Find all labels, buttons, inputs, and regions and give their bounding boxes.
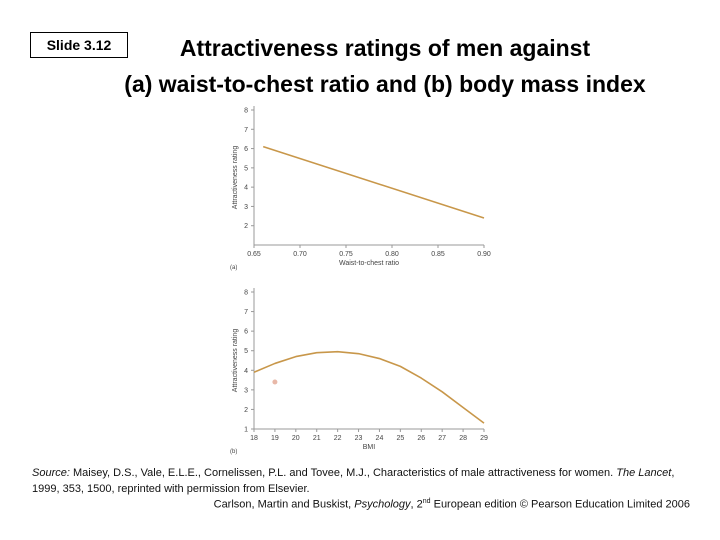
x-tick-label: 22 — [334, 435, 342, 442]
x-tick-label: 19 — [271, 435, 279, 442]
x-tick-label: 0.85 — [431, 251, 445, 258]
y-tick-label: 5 — [244, 348, 248, 355]
x-tick-label: 27 — [438, 435, 446, 442]
x-tick-label: 25 — [396, 435, 404, 442]
y-tick-label: 2 — [244, 223, 248, 230]
y-tick-label: 4 — [244, 368, 248, 375]
x-tick-label: 23 — [355, 435, 363, 442]
y-tick-label: 3 — [244, 387, 248, 394]
source-citation: Source: Maisey, D.S., Vale, E.L.E., Corn… — [32, 465, 702, 497]
x-tick-label: 24 — [376, 435, 384, 442]
x-tick-label: 0.75 — [339, 251, 353, 258]
slide-number-badge: Slide 3.12 — [30, 32, 128, 58]
x-tick-label: 21 — [313, 435, 321, 442]
x-tick-label: 26 — [417, 435, 425, 442]
series-line — [262, 145, 485, 219]
x-tick-label: 0.80 — [385, 251, 399, 258]
journal-name: The Lancet — [616, 467, 672, 479]
y-tick-label: 6 — [244, 146, 248, 153]
y-tick-label: 3 — [244, 204, 248, 211]
credit-edition: , 2 — [410, 498, 423, 511]
y-tick-label: 8 — [244, 290, 248, 297]
credit-edition-sup: nd — [422, 498, 431, 505]
x-tick-label: 20 — [292, 435, 300, 442]
credit-authors: Carlson, Martin and Buskist, — [213, 498, 355, 511]
x-tick-label: 0.65 — [247, 251, 261, 258]
y-tick-label: 4 — [244, 185, 248, 192]
slide-title-line-2: (a) waist-to-chest ratio and (b) body ma… — [124, 71, 646, 97]
series-line — [253, 350, 485, 424]
panel-label: (b) — [230, 449, 237, 455]
panel-label: (a) — [230, 265, 237, 271]
y-tick-label: 7 — [244, 309, 248, 316]
y-axis-label: Attractiveness rating — [232, 329, 239, 393]
x-tick-label: 28 — [459, 435, 467, 442]
x-axis-label: BMI — [363, 444, 376, 451]
source-tail: , 1999, 353, 1500, reprinted with permis… — [32, 467, 675, 495]
y-tick-label: 7 — [244, 127, 248, 134]
x-tick-label: 0.70 — [293, 251, 307, 258]
source-text: Maisey, D.S., Vale, E.L.E., Cornelissen,… — [69, 467, 617, 479]
y-tick-label: 2 — [244, 407, 248, 414]
credit-book: Psychology — [354, 498, 411, 511]
publisher-credit: Carlson, Martin and Buskist, Psychology,… — [214, 498, 690, 511]
y-axis-label: Attractiveness rating — [232, 146, 239, 210]
chart-waist-to-chest: 2 3 4 5 6 7 8 0.65 0.70 0.75 0.80 0.85 0.90 Waist-to-… — [230, 106, 491, 271]
y-tick-label: 8 — [244, 108, 248, 115]
source-label: Source: — [32, 467, 70, 479]
x-tick-label: 18 — [250, 435, 258, 442]
slide-title-line-1: Attractiveness ratings of men against — [179, 35, 591, 61]
data-point — [272, 379, 278, 385]
y-tick-label: 1 — [244, 427, 248, 434]
x-tick-label: 0.90 — [477, 251, 491, 258]
y-tick-label: 5 — [244, 165, 248, 172]
x-axis-label: Waist-to-chest ratio — [339, 260, 399, 267]
y-tick-label: 6 — [244, 329, 248, 336]
x-tick-label: 29 — [480, 435, 488, 442]
credit-tail: European edition © Pearson Education Lim… — [430, 498, 690, 511]
